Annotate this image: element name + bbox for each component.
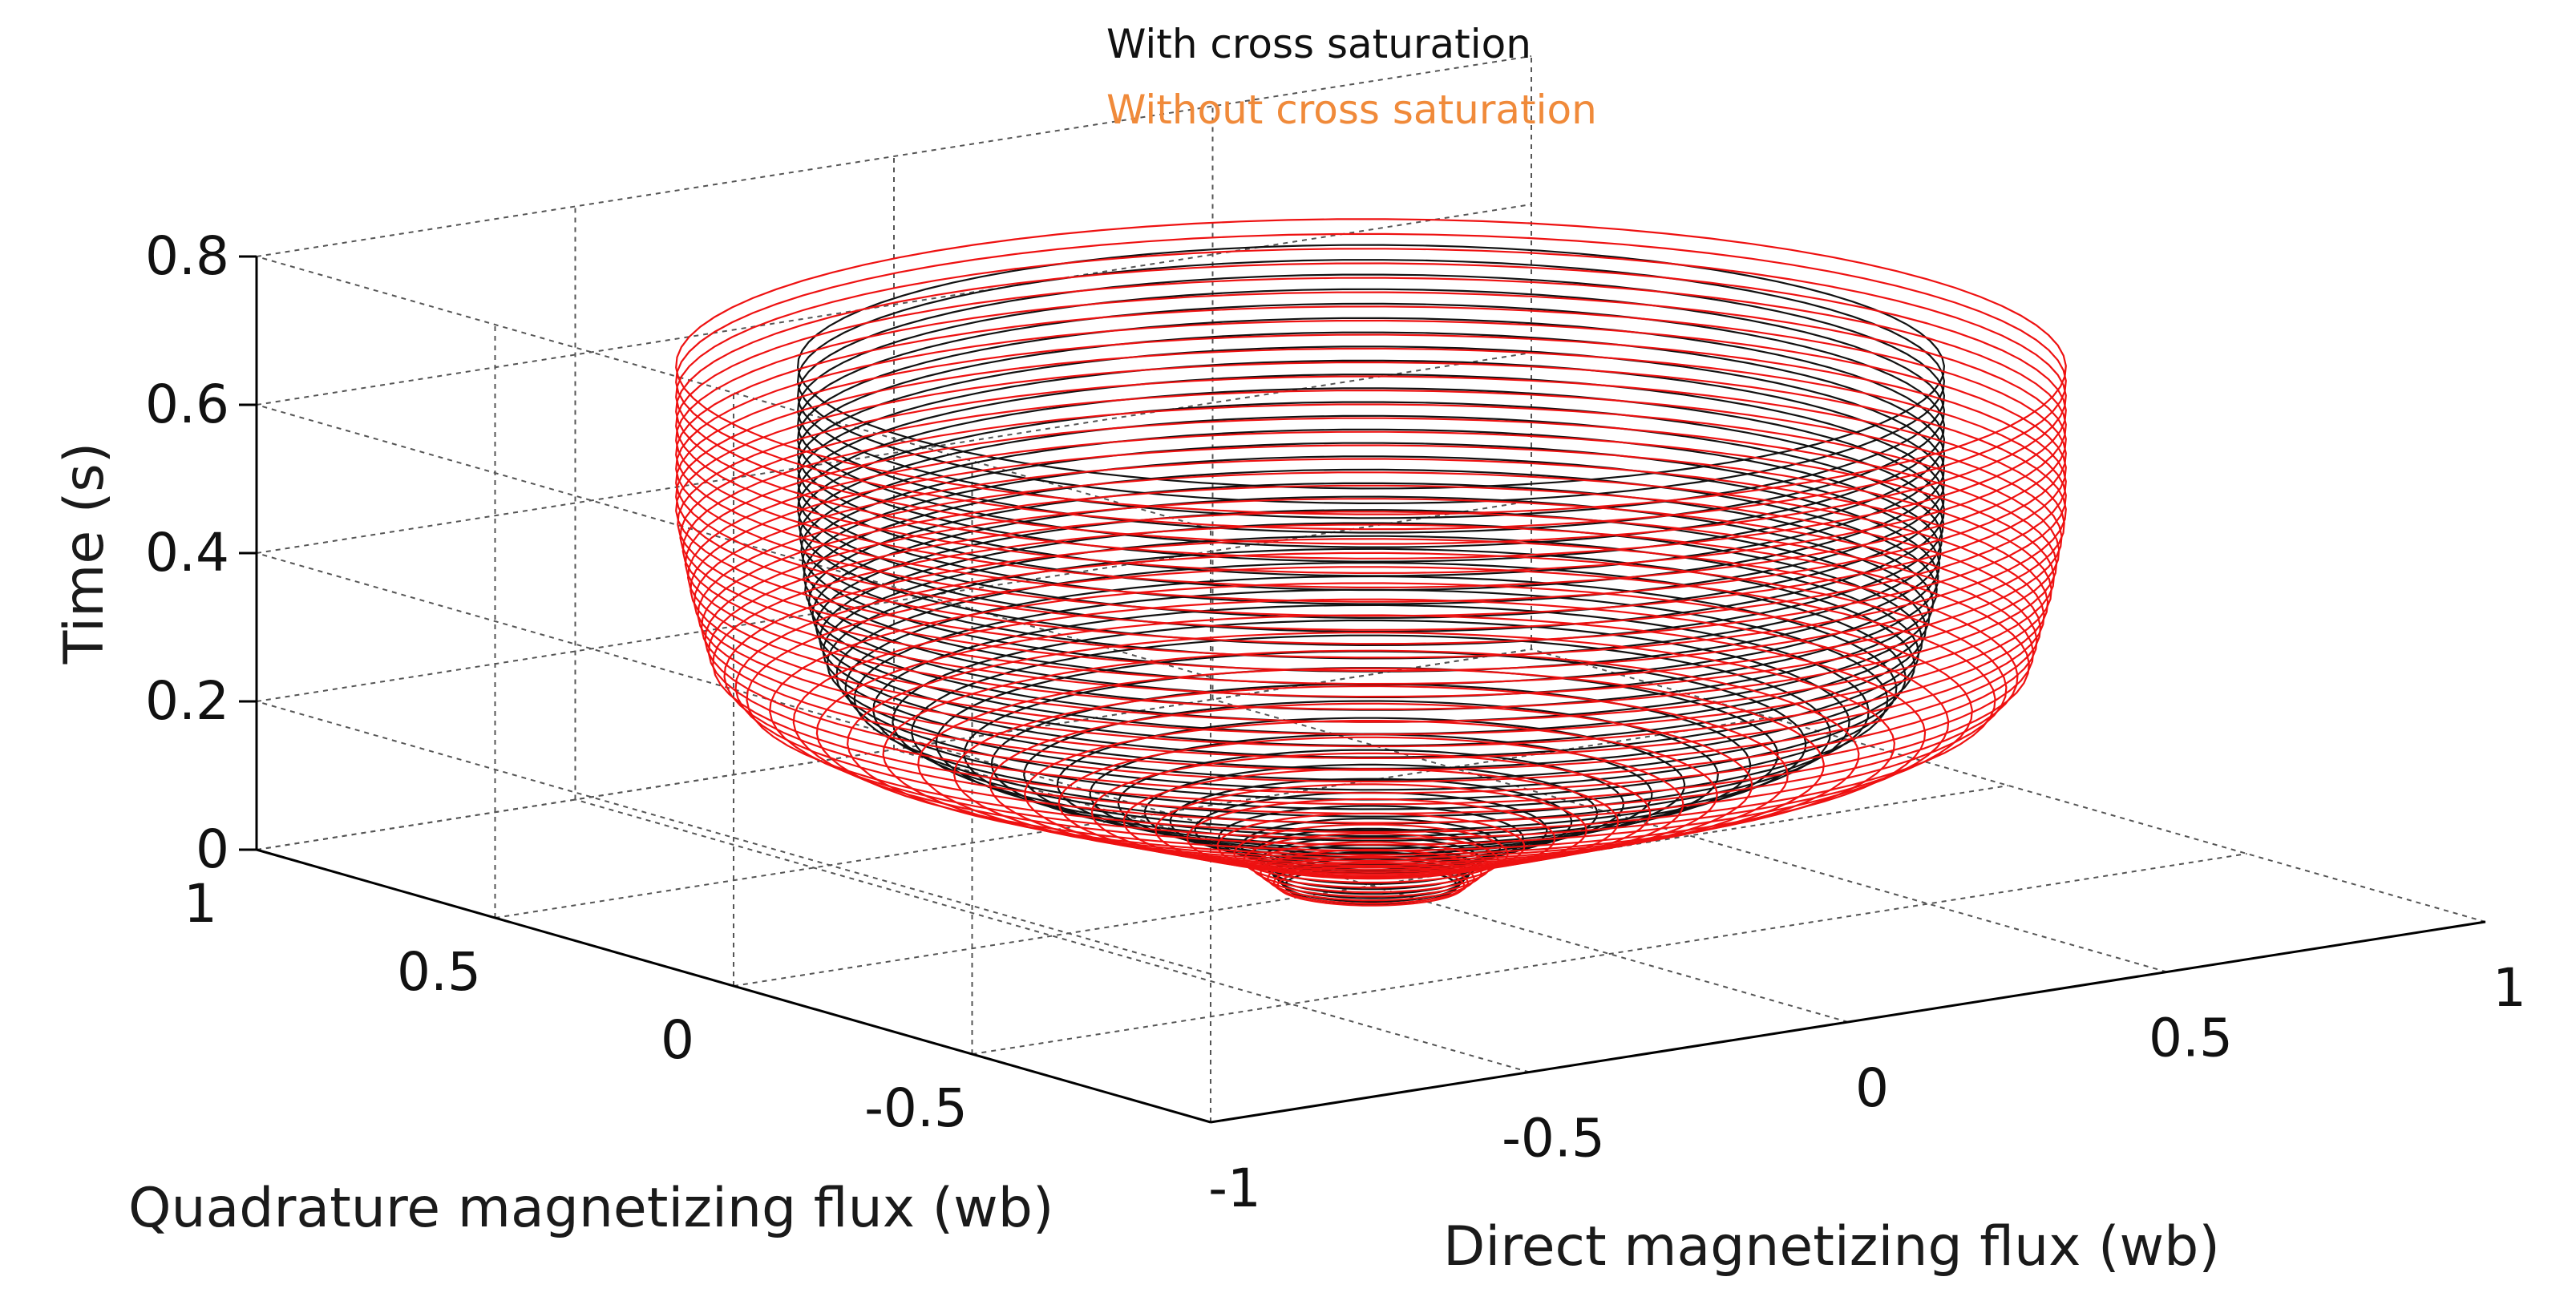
back-wall-grid-line <box>256 352 1532 554</box>
series-loop <box>675 362 2067 659</box>
series-loop <box>796 259 1946 505</box>
z-axis-label: Time (s) <box>53 442 116 665</box>
series-loop <box>675 262 2067 560</box>
series-1 <box>675 218 2067 907</box>
tick-labels: 0 0.2 0.4 0.6 0.8 -1 -0.5 0 0.5 1 -0.5 0 0.5 1 <box>145 225 2526 1219</box>
series-loop <box>700 484 2042 771</box>
series-loop <box>796 317 1946 563</box>
x-tick-label: -1 <box>1208 1157 1261 1219</box>
series-loop <box>799 414 1943 660</box>
x-axis-line <box>1210 920 2486 1124</box>
z-tick-label: 0.4 <box>145 522 229 584</box>
series-loop <box>796 387 1946 633</box>
series-loop <box>796 244 1946 490</box>
series-loop <box>675 248 2067 545</box>
series-loop <box>704 498 2038 783</box>
series-loop <box>872 604 1870 818</box>
y-axis-line <box>256 848 1211 1124</box>
series-loop <box>796 331 1946 577</box>
floor-grid-line-x <box>1212 698 2167 973</box>
series-loop <box>835 562 1907 791</box>
left-wall-grid-line <box>256 701 1211 975</box>
series-loop <box>844 575 1898 801</box>
back-wall-grid-line <box>256 55 1532 257</box>
x-tick-label: 0.5 <box>2149 1008 2233 1069</box>
series-loop <box>723 538 2019 815</box>
floor-grid-line-x <box>893 749 1849 1023</box>
z-tick-label: 0.6 <box>145 374 229 435</box>
series-loop <box>797 401 1945 647</box>
legend-entry-without-cross-saturation: Without cross saturation <box>1106 87 1597 133</box>
left-wall-grid-line <box>256 552 1211 826</box>
z-tick-label: 0 <box>196 818 229 880</box>
floor-grid-line-y <box>972 853 2247 1055</box>
series-loop <box>796 302 1946 548</box>
series-layer <box>675 218 2067 907</box>
floor-grid-line-x <box>1531 648 2486 923</box>
series-loop <box>746 566 1996 834</box>
series-loop <box>892 619 1850 825</box>
y-tick-label: 1 <box>184 873 217 935</box>
x-tick-label: 1 <box>2493 957 2526 1019</box>
series-loop <box>675 305 2067 603</box>
series-loop <box>681 403 2060 698</box>
x-tick-label: -0.5 <box>1502 1108 1605 1170</box>
series-loop <box>684 417 2058 710</box>
series-loop <box>989 702 1753 867</box>
x-tick-label: 0 <box>1855 1057 1889 1119</box>
legend: With cross saturation Without cross satu… <box>1106 11 1597 143</box>
z-tick-label: 0.8 <box>145 225 229 287</box>
series-loop <box>675 218 2067 515</box>
left-wall-grid-line <box>256 256 1211 530</box>
y-axis-label: Quadrature magnetizing flux (wb) <box>128 1177 1054 1240</box>
series-loop <box>675 232 2067 531</box>
series-loop <box>675 319 2067 617</box>
y-tick-label: -0.5 <box>864 1077 968 1139</box>
series-loop <box>689 444 2052 736</box>
series-loop <box>796 359 1946 605</box>
x-axis-label: Direct magnetizing flux (wb) <box>1443 1215 2220 1279</box>
series-loop <box>803 455 1939 698</box>
series-loop <box>1267 855 1475 902</box>
series-loop <box>796 345 1946 592</box>
series-loop <box>675 333 2067 631</box>
series-loop <box>734 551 2008 824</box>
floor-grid-line-y <box>733 785 2009 987</box>
series-loop <box>712 523 2030 806</box>
series-loop <box>677 375 2065 672</box>
series-loop <box>693 458 2049 748</box>
axis-lines <box>239 255 2486 1124</box>
series-loop <box>675 277 2067 575</box>
series-loop <box>679 389 2063 685</box>
floor-grid-line-y <box>495 717 1770 919</box>
y-tick-label: 0 <box>661 1009 694 1071</box>
series-loop <box>686 430 2056 723</box>
series-loop <box>804 468 1938 711</box>
series-loop <box>675 347 2067 645</box>
left-wall-grid-line <box>256 404 1211 678</box>
series-loop <box>675 291 2067 589</box>
series-loop <box>697 471 2045 759</box>
floor-grid-line-x <box>575 798 1530 1073</box>
series-loop <box>796 374 1946 620</box>
series-loop <box>1252 841 1490 894</box>
z-tick-label: 0.2 <box>145 670 229 732</box>
legend-entry-with-cross-saturation: With cross saturation <box>1106 21 1531 67</box>
series-loop <box>800 428 1942 673</box>
y-tick-label: 0.5 <box>397 941 481 1003</box>
series-loop <box>1243 832 1499 889</box>
